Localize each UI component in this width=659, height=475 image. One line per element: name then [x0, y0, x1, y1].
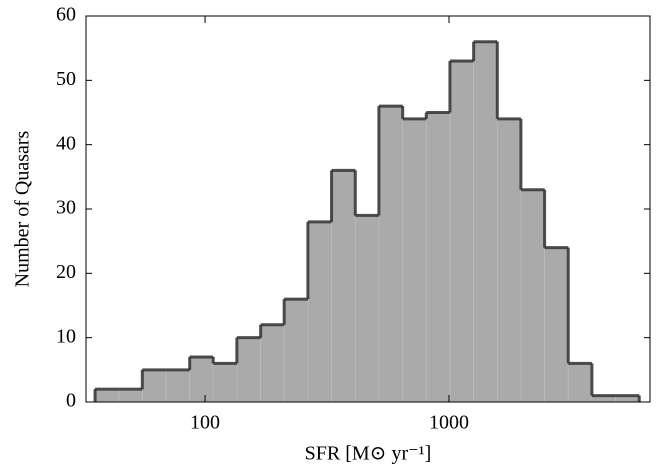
y-tick-label: 50 [56, 68, 76, 90]
bar [520, 189, 545, 403]
bar [567, 362, 593, 403]
bar [283, 298, 309, 403]
y-tick-label: 10 [56, 325, 76, 347]
x-tick-label: 100 [190, 412, 220, 434]
bar [94, 388, 120, 403]
bar [165, 369, 191, 403]
bar [544, 247, 569, 403]
bar [307, 221, 332, 403]
x-axis-label: SFR [M⊙ yr⁻¹] [305, 443, 432, 465]
bar [449, 60, 475, 403]
y-tick-label: 20 [56, 261, 76, 283]
bar [260, 324, 285, 403]
bar [496, 118, 522, 403]
bar [236, 337, 262, 403]
bar [118, 388, 143, 403]
bar [425, 112, 451, 403]
y-tick-label: 0 [66, 390, 76, 412]
bar [141, 369, 167, 403]
bar [378, 105, 404, 403]
y-tick-label: 40 [56, 132, 76, 154]
bar [354, 215, 380, 403]
y-axis-label: Number of Quasars [12, 130, 34, 287]
bar [402, 118, 427, 403]
y-tick-label: 30 [56, 197, 76, 219]
bar [473, 41, 498, 403]
bar [212, 362, 238, 403]
bar [189, 356, 214, 403]
bar [331, 169, 356, 403]
x-tick-label: 1000 [429, 412, 469, 434]
y-tick-label: 60 [56, 4, 76, 26]
